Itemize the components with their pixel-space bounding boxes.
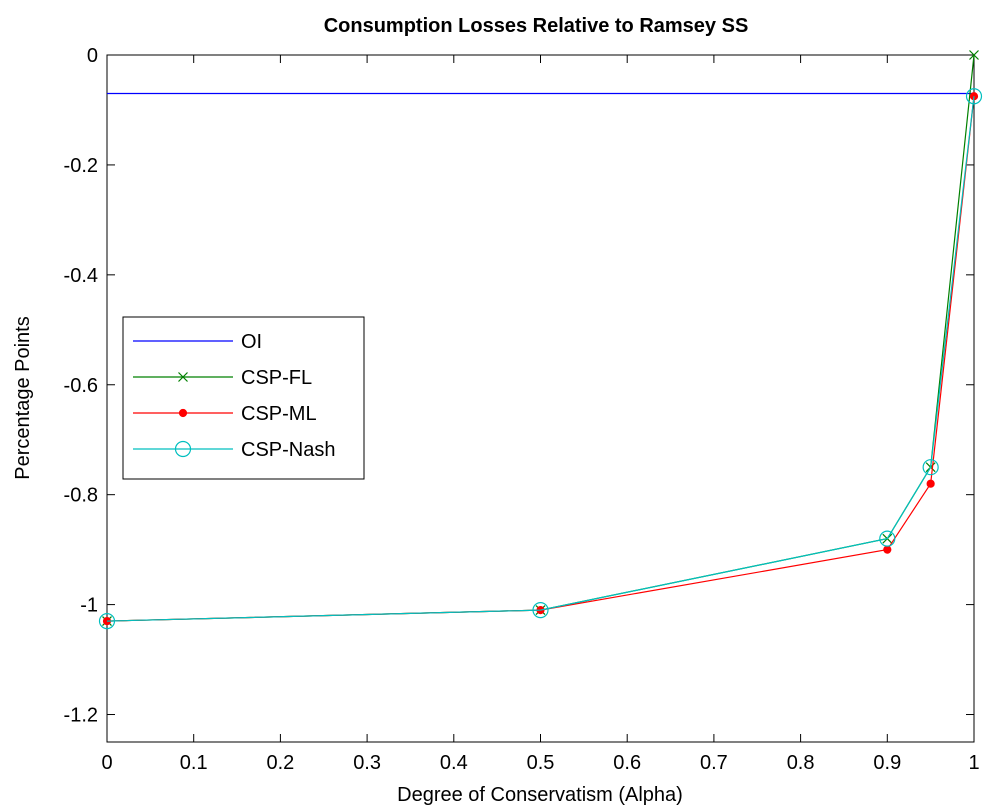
legend-marker-csp-nash	[174, 440, 192, 458]
series-layer	[98, 50, 983, 630]
x-tick-label: 0.4	[440, 752, 468, 774]
x-tick-label: 0	[101, 752, 112, 774]
data-point-csp-nash	[532, 601, 549, 619]
y-tick-label: -1	[80, 595, 98, 617]
y-tick-label: -0.2	[64, 155, 98, 177]
y-tick-label: -0.8	[64, 485, 98, 507]
x-axis-label: Degree of Conservatism (Alpha)	[397, 784, 683, 806]
y-tick-label: 0	[87, 45, 98, 67]
y-tick-label: -0.6	[64, 375, 98, 397]
legend-label-csp-fl: CSP-FL	[241, 367, 312, 389]
data-point-csp-ml	[926, 479, 935, 488]
data-point-csp-nash	[922, 459, 939, 476]
data-point-csp-nash	[98, 612, 116, 630]
x-tick-label: 0.6	[613, 752, 641, 774]
axis-ticks: 0 0.1 0.2 0.3 0.4 0.5 0.6 0.7 0.8 0.9 1 0 -0.2 -0.4 -0…	[64, 45, 980, 774]
chart-title: Consumption Losses Relative to Ramsey SS	[324, 15, 749, 37]
series-line-csp-nash	[106, 96, 975, 622]
data-point-csp-nash	[965, 88, 983, 105]
x-tick-label: 0.9	[873, 752, 901, 774]
legend-marker-csp-fl	[178, 372, 188, 382]
legend-label-csp-ml: CSP-ML	[241, 403, 317, 425]
data-point-csp-fl	[969, 50, 979, 60]
legend-box	[122, 316, 365, 480]
legend-label-csp-nash: CSP-Nash	[241, 439, 335, 461]
legend-marker-csp-ml	[178, 408, 188, 418]
data-point-csp-nash	[879, 530, 896, 547]
data-point-csp-ml	[883, 545, 892, 554]
y-tick-label: -1.2	[64, 705, 98, 727]
x-tick-label: 0.7	[700, 752, 728, 774]
x-tick-label: 0.3	[353, 752, 381, 774]
x-tick-label: 0.1	[180, 752, 208, 774]
y-axis-label: Percentage Points	[12, 316, 34, 479]
legend: OI CSP-FL CSP-ML CSP-Nash	[122, 316, 365, 480]
y-tick-label: -0.4	[64, 265, 98, 287]
x-tick-label: 0.8	[787, 752, 815, 774]
legend-label-oi: OI	[241, 331, 262, 353]
x-tick-label: 0.5	[527, 752, 555, 774]
x-tick-label: 1	[968, 752, 979, 774]
x-tick-label: 0.2	[266, 752, 294, 774]
